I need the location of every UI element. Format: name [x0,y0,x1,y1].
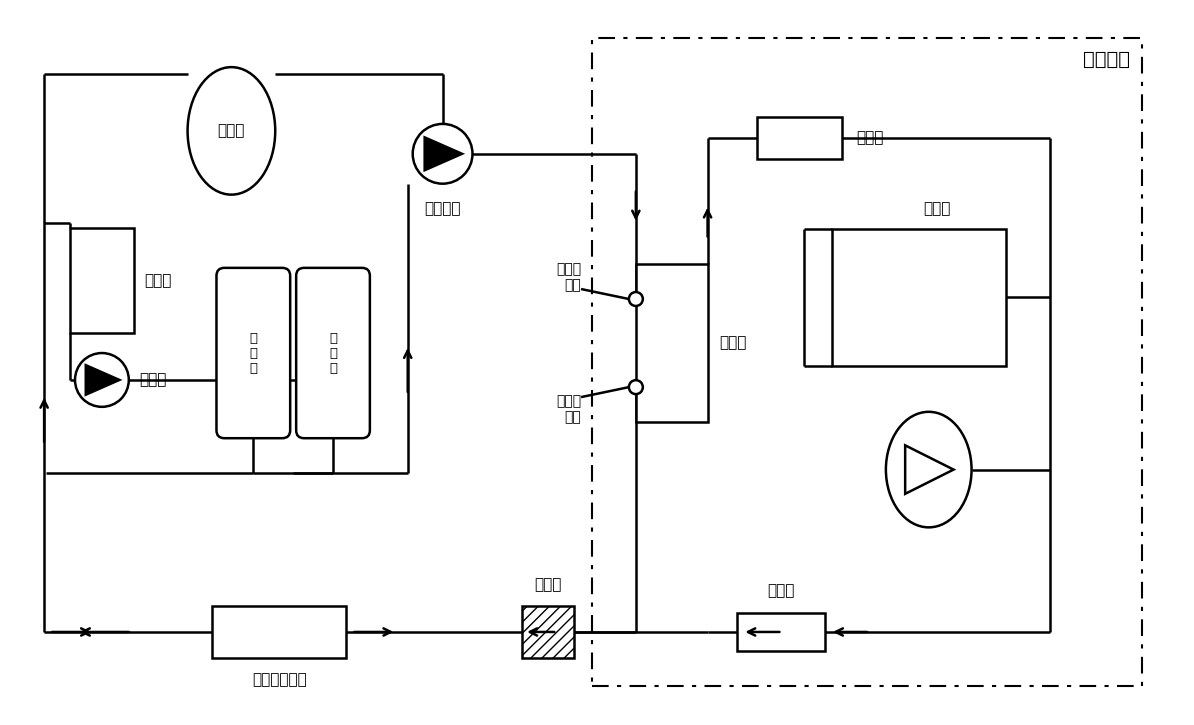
Circle shape [75,353,129,407]
FancyBboxPatch shape [216,268,290,438]
Bar [757,117,842,159]
Text: 脱气罐: 脱气罐 [217,123,245,138]
Circle shape [629,292,642,306]
Bar [213,606,346,658]
Text: 蒸发器: 蒸发器 [720,336,747,351]
Bar [592,38,1141,686]
Text: 过滤器: 过滤器 [535,577,562,592]
Text: 主循环泵: 主循环泵 [424,202,461,217]
Text: 冷冻水
出口: 冷冻水 出口 [556,394,581,424]
Text: 离
子
罐: 离 子 罐 [330,331,337,375]
Text: 离
子
罐: 离 子 罐 [250,331,258,375]
Text: 补水罐: 补水罐 [144,273,172,288]
Text: 冷水机组: 冷水机组 [1083,50,1130,69]
Ellipse shape [886,412,972,527]
Text: 补水泵: 补水泵 [139,373,166,387]
Ellipse shape [187,67,276,194]
Text: 冷凝器: 冷凝器 [924,202,952,217]
Bar [636,265,708,422]
FancyBboxPatch shape [296,268,370,438]
Circle shape [629,380,642,394]
Bar [738,613,825,651]
Bar [831,228,1005,366]
Text: 膨胀阀: 膨胀阀 [768,583,795,598]
Polygon shape [86,365,119,394]
Bar [69,228,134,333]
Text: 压缩机: 压缩机 [856,130,884,146]
Polygon shape [425,137,462,170]
Text: 电力电子设备: 电力电子设备 [252,672,307,687]
Text: 冷冻水
入口: 冷冻水 入口 [556,262,581,292]
Circle shape [413,124,473,183]
Bar [522,606,574,658]
